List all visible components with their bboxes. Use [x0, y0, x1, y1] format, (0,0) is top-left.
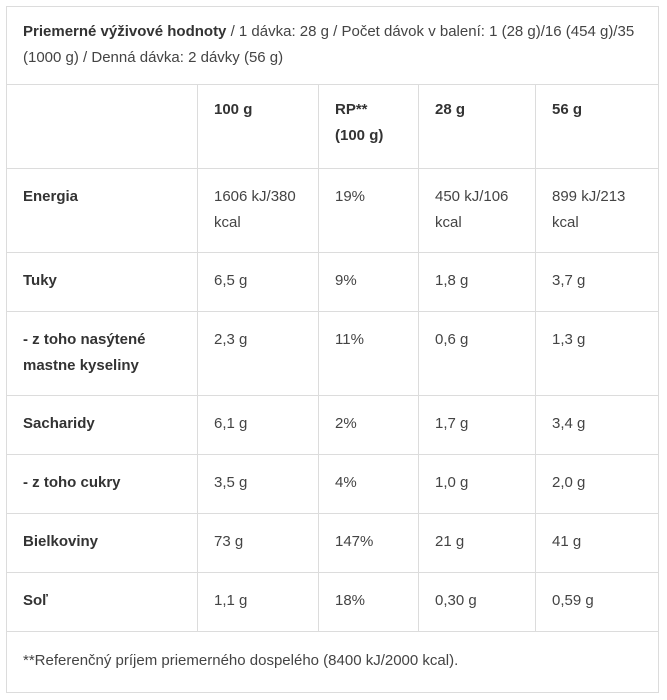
table-row: Sacharidy 6,1 g 2% 1,7 g 3,4 g [6, 395, 660, 455]
value-cell: 2,3 g [197, 311, 319, 396]
row-label: Soľ [6, 572, 198, 632]
value-cell: 2% [318, 395, 419, 455]
value-cell: 3,7 g [534, 252, 660, 312]
value-cell: 9% [318, 252, 419, 312]
value-cell: 6,5 g [197, 252, 319, 312]
caption-details: / 1 dávka: 28 g / Počet dávok v balení: … [23, 23, 635, 66]
value-cell: 6,1 g [197, 395, 319, 455]
value-cell: 73 g [197, 513, 319, 573]
value-cell: 1,3 g [534, 311, 660, 396]
value-cell: 1,0 g [418, 454, 536, 514]
row-label: Energia [6, 168, 198, 253]
header-cell-56g: 56 g [534, 84, 660, 169]
value-cell: 0,30 g [418, 572, 536, 632]
value-cell: 1,8 g [418, 252, 536, 312]
value-cell: 1606 kJ/380 kcal [197, 168, 319, 253]
value-cell: 0,6 g [418, 311, 536, 396]
table-row: Bielkoviny 73 g 147% 21 g 41 g [6, 513, 660, 573]
header-cell-rp: RP** (100 g) [318, 84, 419, 169]
value-cell: 21 g [418, 513, 536, 573]
table-caption: Priemerné výživové hodnoty / 1 dávka: 28… [5, 6, 660, 85]
table-row: Soľ 1,1 g 18% 0,30 g 0,59 g [6, 572, 660, 632]
nutrition-table: Priemerné výživové hodnoty / 1 dávka: 28… [5, 6, 660, 693]
row-label: Tuky [6, 252, 198, 312]
caption-row: Priemerné výživové hodnoty / 1 dávka: 28… [5, 6, 660, 85]
header-cell-empty [6, 84, 198, 169]
value-cell: 899 kJ/213 kcal [534, 168, 660, 253]
value-cell: 3,4 g [534, 395, 660, 455]
value-cell: 147% [318, 513, 419, 573]
value-cell: 2,0 g [534, 454, 660, 514]
header-cell-100g: 100 g [197, 84, 319, 169]
value-cell: 19% [318, 168, 419, 253]
footnote-row: **Referenčný príjem priemerného dospeléh… [5, 631, 660, 693]
value-cell: 450 kJ/106 kcal [418, 168, 536, 253]
table-row: - z toho cukry 3,5 g 4% 1,0 g 2,0 g [6, 454, 660, 514]
row-label: - z toho nasýtené mastne kyseliny [6, 311, 198, 396]
row-label: - z toho cukry [6, 454, 198, 514]
value-cell: 4% [318, 454, 419, 514]
table-row: Tuky 6,5 g 9% 1,8 g 3,7 g [6, 252, 660, 312]
value-cell: 1,7 g [418, 395, 536, 455]
value-cell: 41 g [534, 513, 660, 573]
header-cell-28g: 28 g [418, 84, 536, 169]
header-row: 100 g RP** (100 g) 28 g 56 g [6, 84, 660, 169]
footnote: **Referenčný príjem priemerného dospeléh… [5, 631, 660, 693]
value-cell: 0,59 g [534, 572, 660, 632]
table-row: - z toho nasýtené mastne kyseliny 2,3 g … [6, 311, 660, 396]
row-label: Sacharidy [6, 395, 198, 455]
value-cell: 3,5 g [197, 454, 319, 514]
value-cell: 1,1 g [197, 572, 319, 632]
value-cell: 18% [318, 572, 419, 632]
value-cell: 11% [318, 311, 419, 396]
nutrition-table-container: Priemerné výživové hodnoty / 1 dávka: 28… [5, 6, 660, 693]
row-label: Bielkoviny [6, 513, 198, 573]
caption-title: Priemerné výživové hodnoty [23, 23, 227, 40]
table-row: Energia 1606 kJ/380 kcal 19% 450 kJ/106 … [6, 168, 660, 253]
